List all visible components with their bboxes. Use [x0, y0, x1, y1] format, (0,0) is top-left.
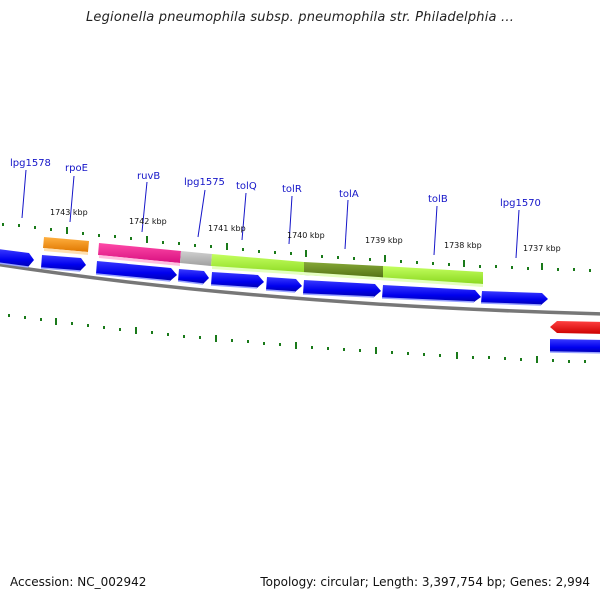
feature-bar[interactable]: [99, 255, 180, 266]
genome-backbone: [0, 262, 600, 316]
cds-highlight: [0, 262, 542, 306]
cds-track-reverse: [549, 321, 600, 354]
cds-arrow[interactable]: [178, 269, 209, 284]
feature-track: [43, 237, 483, 287]
cds-arrow[interactable]: [96, 261, 177, 281]
kbp-label: 1743 kbp: [50, 208, 88, 217]
cds-track-forward: [0, 249, 548, 306]
gene-label[interactable]: tolQ: [236, 181, 257, 192]
gene-label[interactable]: lpg1570: [500, 198, 541, 209]
gene-label[interactable]: tolA: [339, 189, 359, 200]
kbp-labels: 1743 kbp 1742 kbp 1741 kbp 1740 kbp 1739…: [50, 208, 561, 253]
cds-arrow[interactable]: [41, 255, 86, 271]
kbp-label: 1738 kbp: [444, 241, 482, 250]
gene-pointer-lines: [21, 169, 520, 259]
feature-bar[interactable]: [43, 237, 89, 252]
kbp-label: 1737 kbp: [523, 244, 561, 253]
accession-text: Accession: NC_002942: [10, 575, 147, 589]
cds-arrow[interactable]: [303, 280, 381, 297]
gene-label[interactable]: tolR: [282, 184, 302, 195]
cds-arrow[interactable]: [211, 272, 264, 288]
feature-bar[interactable]: [44, 248, 88, 255]
upper-tick-track: [2, 223, 591, 272]
kbp-label: 1742 kbp: [129, 217, 167, 226]
cds-arrow[interactable]: [481, 291, 548, 305]
cds-highlight: [549, 351, 600, 354]
lower-tick-track: [8, 314, 586, 363]
feature-bar[interactable]: [180, 251, 212, 266]
kbp-label: 1739 kbp: [365, 236, 403, 245]
gene-label[interactable]: tolB: [428, 194, 448, 205]
kbp-label: 1740 kbp: [287, 231, 325, 240]
feature-bar[interactable]: [212, 266, 483, 287]
genome-summary-text: Topology: circular; Length: 3,397,754 bp…: [260, 575, 590, 589]
gene-labels: lpg1578 rpoE ruvB lpg1575 tolQ tolR tolA…: [10, 158, 541, 209]
kbp-label: 1741 kbp: [208, 224, 246, 233]
feature-bar[interactable]: [98, 243, 181, 263]
map-title: Legionella pneumophila subsp. pneumophil…: [85, 10, 515, 25]
gene-label[interactable]: lpg1575: [184, 177, 225, 188]
feature-bar[interactable]: [211, 254, 304, 275]
cds-arrow[interactable]: [550, 339, 600, 353]
gene-label[interactable]: rpoE: [65, 163, 88, 174]
cds-arrow[interactable]: [266, 277, 302, 292]
gene-label[interactable]: lpg1578: [10, 158, 51, 169]
gene-label[interactable]: ruvB: [137, 171, 160, 182]
feature-arrow-red[interactable]: [550, 321, 600, 334]
cds-arrow[interactable]: [382, 285, 481, 302]
cds-arrow[interactable]: [0, 249, 34, 267]
